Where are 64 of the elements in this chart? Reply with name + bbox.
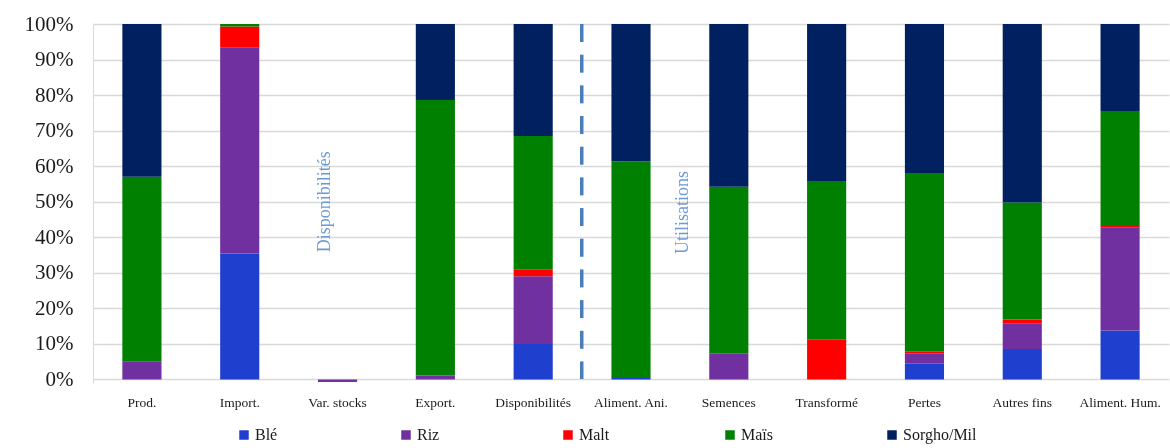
bar xyxy=(317,379,358,382)
y-tick-label: 60% xyxy=(35,153,74,178)
x-tick-label: Aliment. Ani. xyxy=(594,394,668,410)
y-tick-label: 0% xyxy=(45,366,74,391)
bar xyxy=(415,100,455,376)
bar xyxy=(513,24,553,136)
y-tick-label: 20% xyxy=(35,295,74,320)
bar xyxy=(1002,202,1042,320)
bar xyxy=(1100,24,1140,112)
y-tick-label: 80% xyxy=(35,82,74,107)
x-tick-label: Prod. xyxy=(127,394,157,410)
bar xyxy=(904,172,945,352)
x-tick-label: Pertes xyxy=(907,394,941,410)
bar xyxy=(513,269,553,277)
legend-label: Sorgho/Mil xyxy=(903,426,978,444)
bar xyxy=(1100,227,1140,331)
bar xyxy=(1002,348,1042,380)
bar xyxy=(513,343,553,380)
y-tick-label: 90% xyxy=(35,47,74,72)
bar xyxy=(513,276,553,344)
bar xyxy=(220,26,260,48)
x-tick-label: Disponibilités xyxy=(495,394,572,410)
x-tick-label: Autres fins xyxy=(992,394,1053,410)
bar xyxy=(611,161,651,379)
y-tick-label: 10% xyxy=(35,331,74,356)
bar xyxy=(122,24,162,177)
bar xyxy=(1002,323,1042,349)
y-tick-label: 100% xyxy=(24,11,74,36)
bar xyxy=(1002,24,1042,203)
y-tick-label: 40% xyxy=(35,224,74,249)
x-tick-label: Aliment. Hum. xyxy=(1079,394,1161,410)
legend-label: Riz xyxy=(417,426,440,443)
y-tick-label: 70% xyxy=(35,118,74,143)
y-tick-label: 30% xyxy=(35,260,74,285)
annotation: Utilisations xyxy=(671,170,692,254)
bar xyxy=(1100,330,1140,380)
legend-label: Malt xyxy=(579,426,610,443)
bar xyxy=(220,47,260,254)
bar xyxy=(122,361,162,380)
bar xyxy=(709,353,749,380)
x-tick-label: Var. stocks xyxy=(308,394,367,410)
bar xyxy=(1100,111,1140,226)
y-tick-label: 50% xyxy=(35,189,74,214)
bar xyxy=(904,353,945,364)
bar xyxy=(709,186,749,354)
bar xyxy=(1002,319,1042,324)
bar xyxy=(122,176,162,362)
bar xyxy=(513,135,553,270)
x-tick-label: Export. xyxy=(415,394,456,410)
bar xyxy=(904,24,945,173)
legend-label: Maïs xyxy=(741,426,773,443)
bar xyxy=(807,24,847,182)
annotation: Disponibilités xyxy=(313,151,334,253)
bar xyxy=(220,253,260,380)
bar xyxy=(611,24,651,162)
bar xyxy=(904,363,945,380)
legend-label: Blé xyxy=(255,426,278,443)
bar xyxy=(709,24,749,187)
bar xyxy=(415,24,455,101)
x-tick-label: Import. xyxy=(219,394,260,410)
bar xyxy=(807,339,847,380)
x-tick-label: Transformé xyxy=(795,394,858,410)
bar xyxy=(807,181,847,340)
x-tick-label: Semences xyxy=(701,394,756,410)
